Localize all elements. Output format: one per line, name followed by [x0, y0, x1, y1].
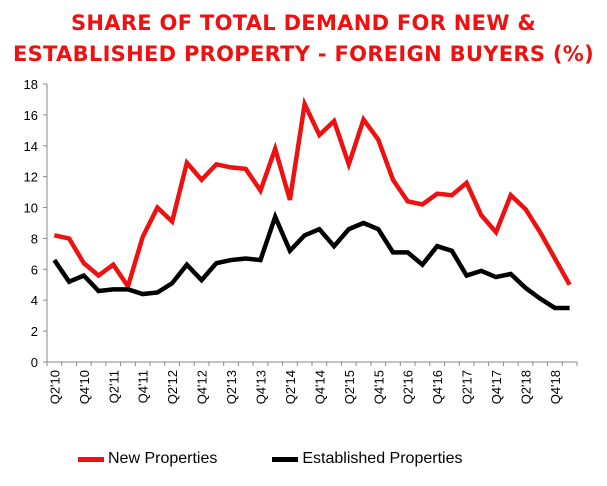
x-tick-label: Q2'17: [460, 370, 475, 404]
x-tick-label: Q4'12: [195, 370, 210, 404]
chart-legend: New Properties Established Properties: [78, 450, 587, 468]
y-tick-label: 2: [31, 324, 38, 339]
x-tick-label: Q4'17: [489, 370, 504, 404]
x-tick-label: Q2'16: [401, 370, 416, 404]
series-line-established-properties: [52, 210, 570, 311]
y-tick-label: 8: [31, 231, 38, 246]
x-tick-label: Q2'12: [165, 370, 180, 404]
x-tick-label: Q2'10: [47, 370, 62, 404]
chart-title-line-2: ESTABLISHED PROPERTY - FOREIGN BUYERS (%…: [12, 42, 595, 66]
x-tick-label: Q2'13: [224, 370, 239, 404]
y-tick-label: 0: [31, 355, 38, 370]
legend-label-established-properties: Established Properties: [302, 450, 463, 467]
series-line-new-properties: [53, 96, 572, 292]
x-tick-label: Q4'16: [430, 370, 445, 404]
x-tick-label: Q4'18: [548, 370, 563, 404]
legend-label-new-properties: New Properties: [108, 450, 218, 467]
x-tick-label: Q2'11: [106, 370, 121, 403]
x-tick-label: Q4'14: [312, 370, 327, 404]
y-tick-label: 18: [24, 77, 38, 92]
x-tick-label: Q2'14: [283, 370, 298, 404]
legend-swatch-established-properties: [272, 456, 299, 462]
legend-swatch-new-properties: [78, 456, 104, 462]
x-tick-label: Q4'10: [77, 370, 92, 404]
x-tick-label: Q4'15: [371, 370, 386, 404]
x-tick-label: Q4'11: [136, 370, 151, 403]
x-tick-label: Q2'15: [342, 370, 357, 404]
y-tick-label: 14: [24, 139, 38, 154]
y-tick-label: 4: [31, 293, 38, 308]
legend-item-established-properties: Established Properties: [272, 450, 462, 468]
y-tick-label: 16: [24, 108, 38, 123]
x-tick-label: Q2'18: [518, 370, 533, 404]
chart-title: SHARE OF TOTAL DEMAND FOR NEW & ESTABLIS…: [0, 8, 607, 70]
y-tick-label: 12: [24, 170, 38, 185]
x-tick-label: Q4'13: [253, 370, 268, 404]
chart-title-line-1: SHARE OF TOTAL DEMAND FOR NEW &: [70, 11, 537, 35]
legend-item-new-properties: New Properties: [78, 450, 217, 468]
y-tick-label: 10: [24, 201, 38, 216]
y-tick-label: 6: [31, 262, 38, 277]
